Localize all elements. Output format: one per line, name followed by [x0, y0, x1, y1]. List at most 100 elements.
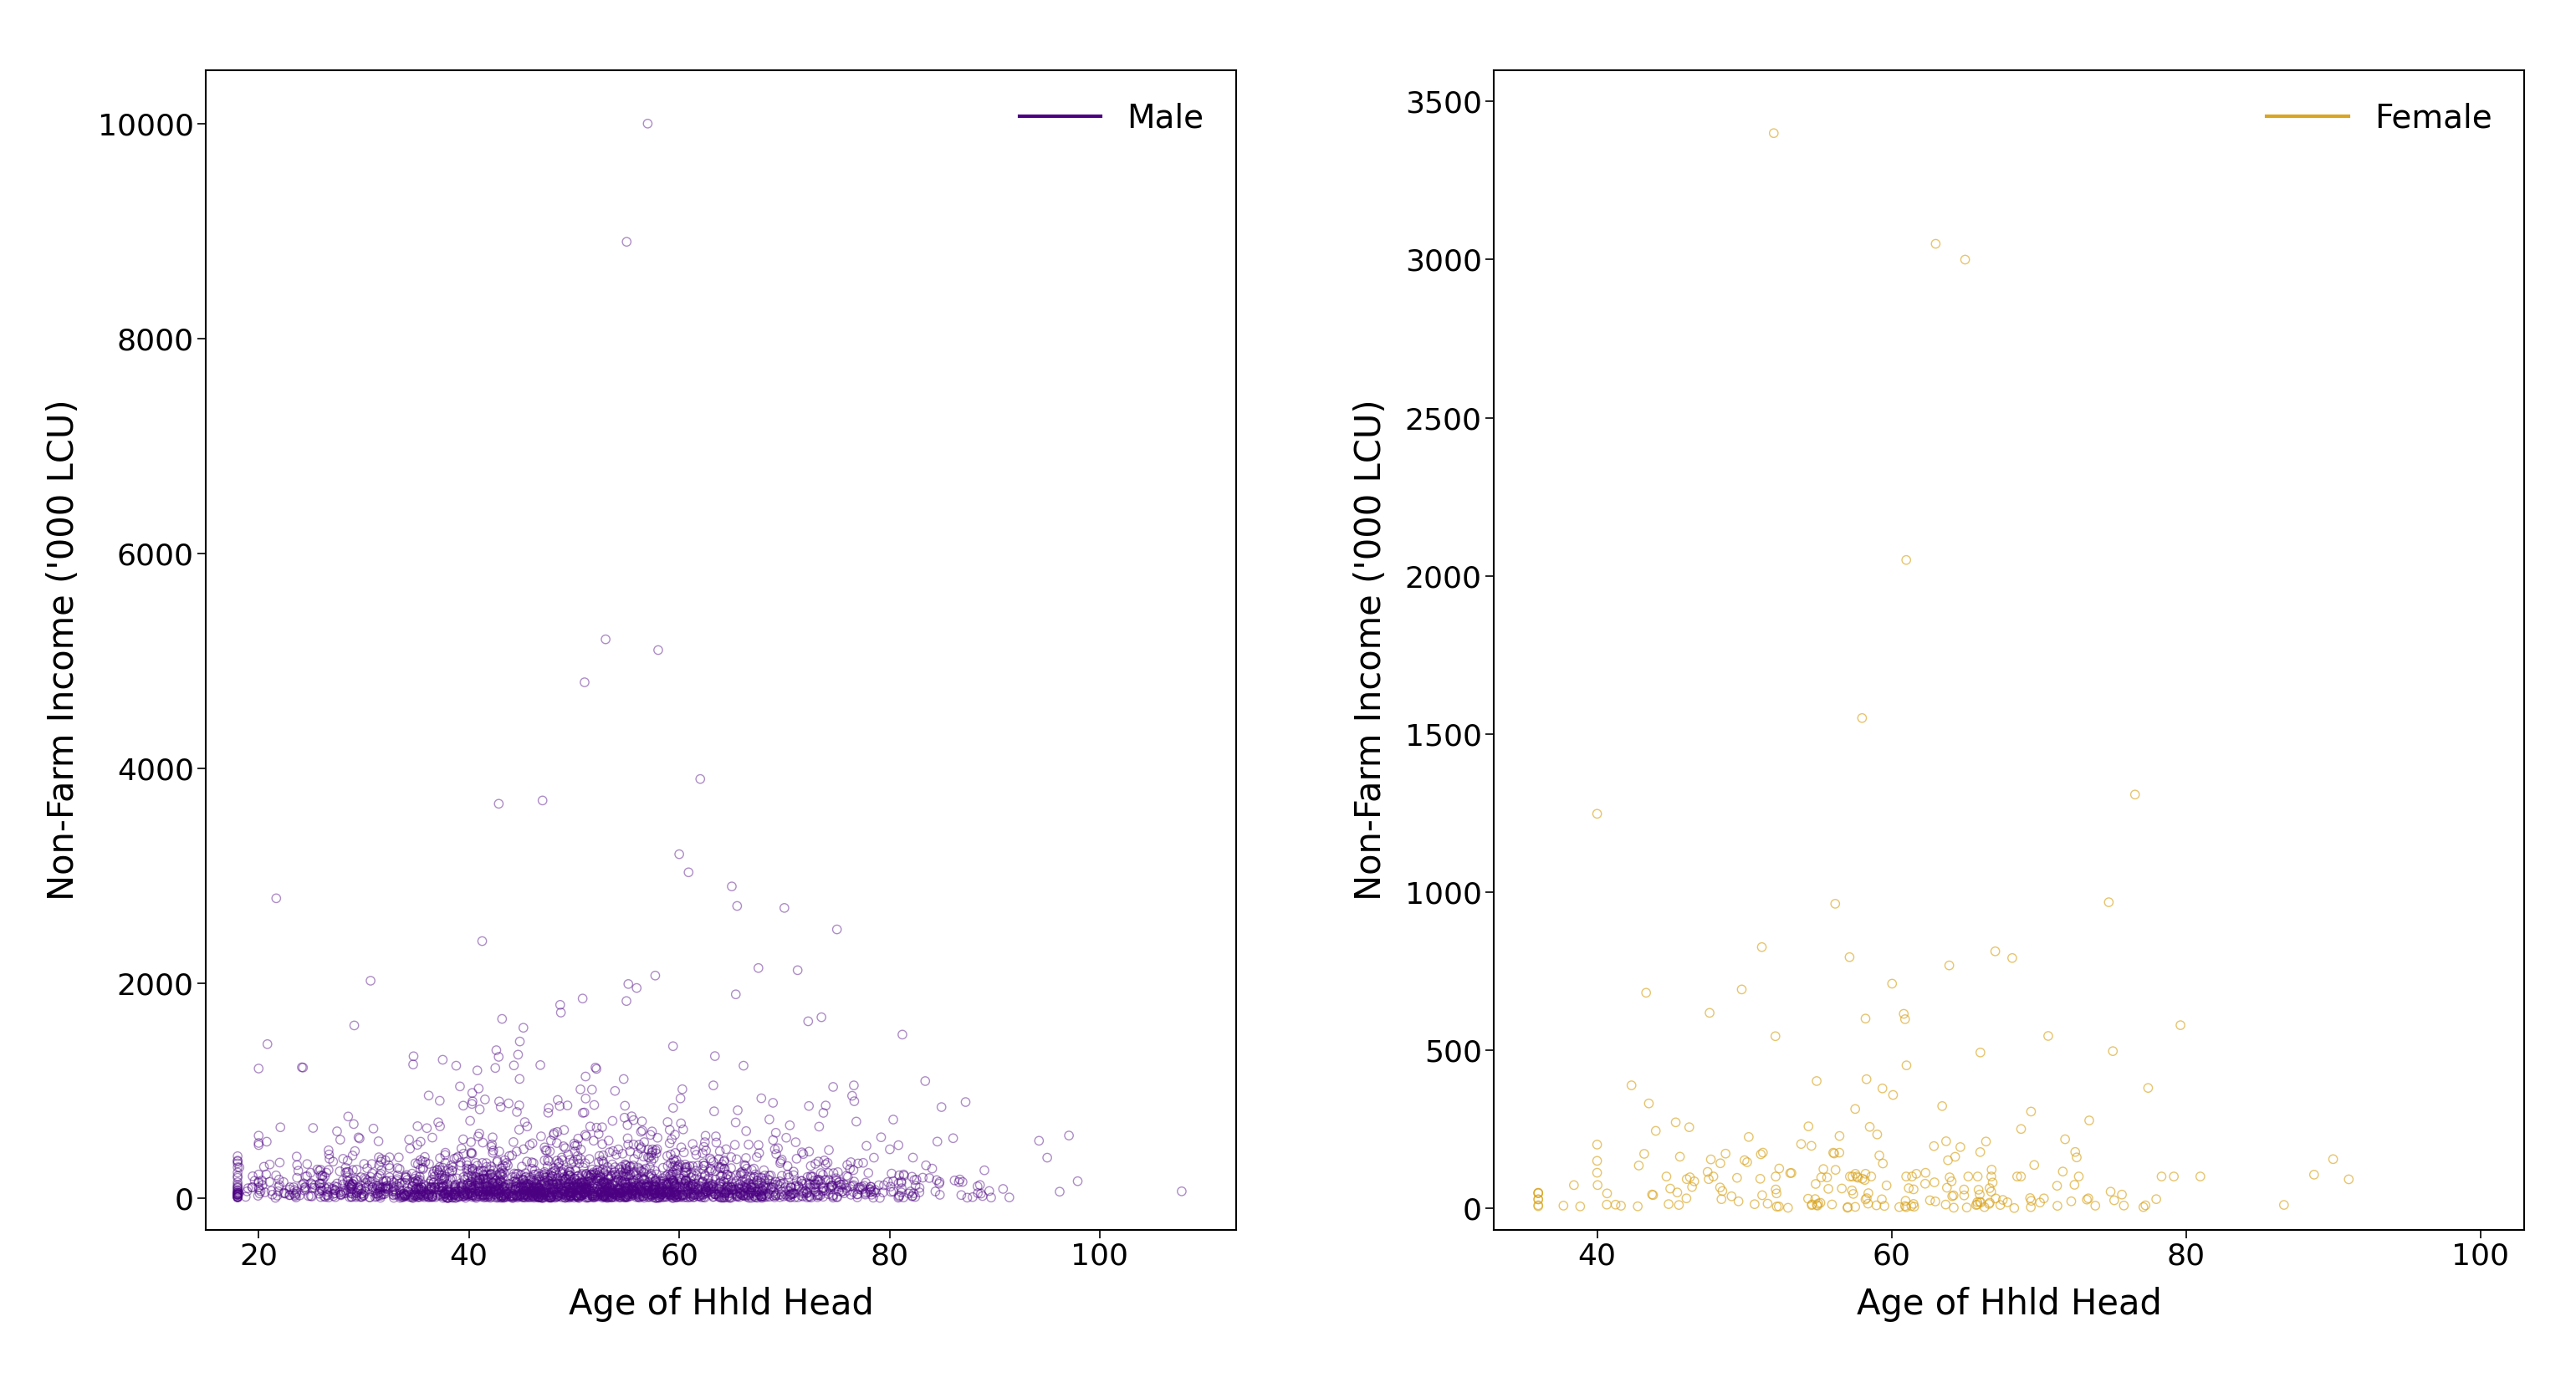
Point [649, 1181, 690, 1204]
Point [1623, 1142, 1664, 1165]
Point [1723, 1149, 1765, 1172]
Point [216, 1183, 258, 1205]
Point [237, 1163, 278, 1186]
Point [654, 1187, 696, 1209]
Point [889, 1183, 930, 1205]
Point [536, 1173, 577, 1195]
Point [817, 1169, 858, 1191]
Point [773, 1183, 814, 1205]
Point [762, 1180, 804, 1202]
Point [469, 1186, 510, 1208]
Point [804, 1169, 845, 1191]
Point [667, 1180, 708, 1202]
Point [724, 1054, 765, 1076]
Point [1893, 1192, 1935, 1215]
Point [860, 1187, 902, 1209]
Point [572, 1183, 613, 1205]
Point [770, 1186, 811, 1208]
Point [590, 1180, 631, 1202]
Point [422, 1187, 464, 1209]
Point [590, 1186, 631, 1208]
Point [677, 1155, 719, 1177]
Point [469, 1163, 510, 1186]
Point [515, 1180, 556, 1202]
Point [556, 1186, 598, 1208]
Point [464, 1163, 505, 1186]
Point [410, 1176, 451, 1198]
Point [428, 1187, 469, 1209]
Point [799, 1183, 840, 1205]
Point [788, 1011, 829, 1033]
Point [1924, 1130, 1965, 1152]
Point [518, 1177, 559, 1199]
Point [629, 1186, 670, 1208]
Point [526, 1186, 567, 1208]
Point [781, 1173, 822, 1195]
Point [477, 1151, 518, 1173]
Point [801, 1163, 842, 1186]
Point [680, 1176, 721, 1198]
Point [397, 1116, 438, 1138]
Point [1656, 1181, 1698, 1204]
Point [608, 1127, 649, 1149]
Point [677, 1183, 719, 1205]
Point [623, 1162, 665, 1184]
Point [355, 1183, 397, 1205]
Point [304, 1176, 345, 1198]
Point [1855, 1194, 1896, 1216]
Point [611, 1176, 652, 1198]
Point [750, 1186, 791, 1208]
Point [605, 1177, 647, 1199]
Point [1754, 1166, 1795, 1188]
Point [374, 1179, 415, 1201]
Point [1947, 1166, 1989, 1188]
Point [590, 1174, 631, 1197]
Point [562, 1176, 603, 1198]
Point [961, 1183, 1002, 1205]
Point [402, 1184, 443, 1206]
Point [755, 1184, 796, 1206]
Point [502, 1169, 544, 1191]
Point [433, 1148, 474, 1170]
Point [507, 1186, 549, 1208]
Point [737, 1166, 778, 1188]
Point [755, 1170, 796, 1192]
Point [747, 1169, 788, 1191]
Point [726, 1120, 768, 1142]
Point [216, 1176, 258, 1198]
Point [242, 1174, 283, 1197]
Point [647, 1180, 688, 1202]
Point [631, 1165, 672, 1187]
Point [590, 1184, 631, 1206]
Point [456, 1152, 497, 1174]
Point [659, 1167, 701, 1190]
Point [479, 1170, 520, 1192]
Point [750, 1179, 791, 1201]
Point [920, 1173, 961, 1195]
Point [582, 1132, 623, 1155]
Point [1656, 1111, 1698, 1134]
Point [1896, 1163, 1937, 1186]
Point [549, 1165, 590, 1187]
Point [711, 1172, 752, 1194]
Point [1690, 1001, 1731, 1023]
Point [592, 1139, 634, 1162]
Point [1741, 1184, 1783, 1206]
Point [562, 1156, 603, 1179]
Point [626, 1184, 667, 1206]
Point [582, 1173, 623, 1195]
Point [556, 1177, 598, 1199]
Point [433, 1160, 474, 1183]
Point [734, 1166, 775, 1188]
Point [562, 1176, 603, 1198]
Point [307, 1180, 348, 1202]
Point [520, 1181, 562, 1204]
Point [585, 628, 626, 650]
Point [845, 1172, 886, 1194]
Point [683, 1184, 724, 1206]
Point [425, 1152, 466, 1174]
Point [817, 1174, 858, 1197]
Point [415, 1176, 456, 1198]
Point [989, 1187, 1030, 1209]
Point [729, 1187, 770, 1209]
